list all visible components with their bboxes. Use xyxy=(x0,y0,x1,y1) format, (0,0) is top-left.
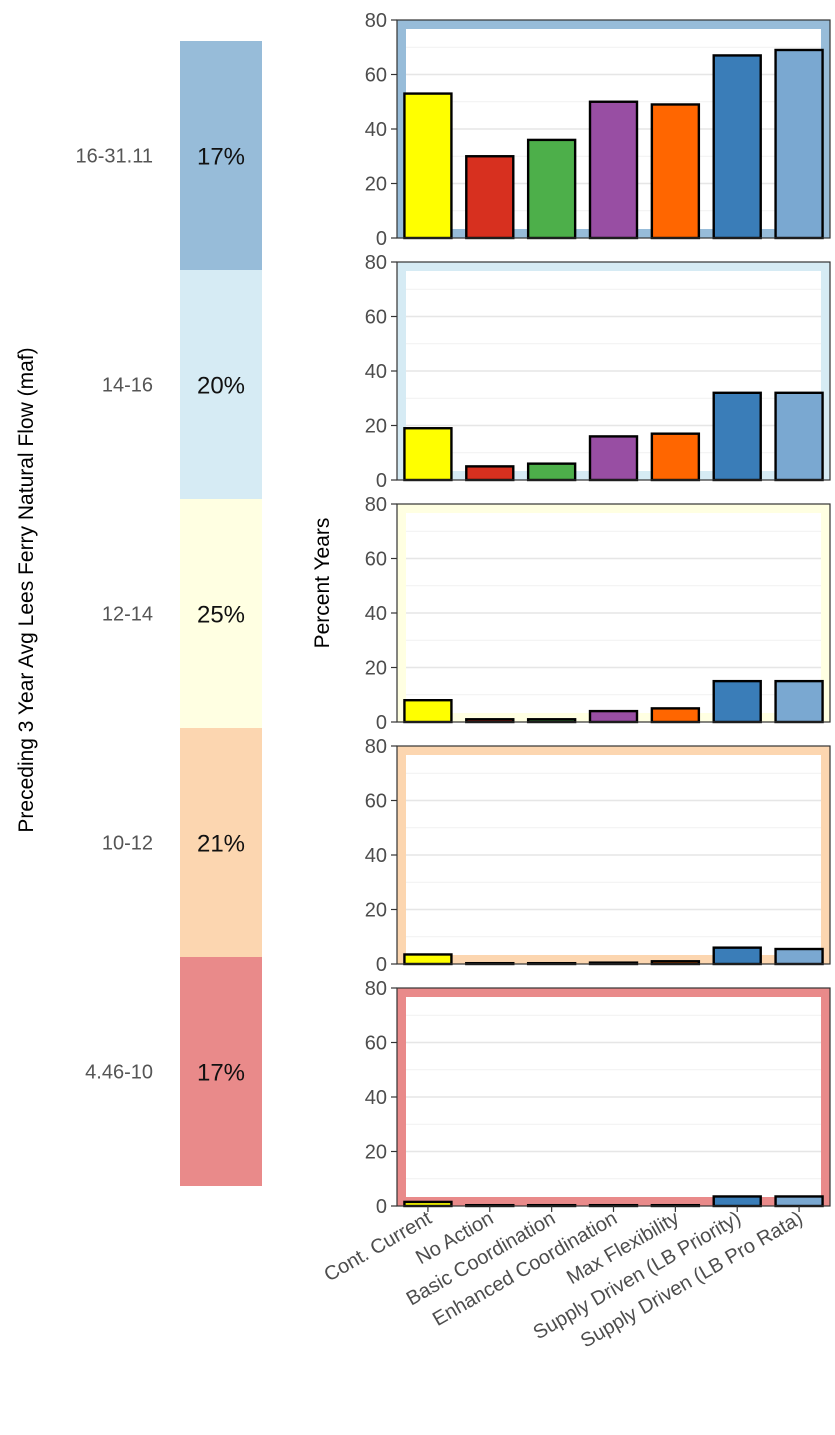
strip-share-label: 20% xyxy=(197,373,245,400)
bar xyxy=(588,435,639,482)
y-tick-label: 0 xyxy=(376,470,387,492)
bar xyxy=(774,391,824,482)
bar xyxy=(403,427,453,482)
bar xyxy=(465,465,515,482)
panel: 0 20 40 60 80 xyxy=(365,978,831,1218)
bar xyxy=(526,462,577,482)
strip-share-label: 21% xyxy=(197,831,245,858)
y-tick-label: 80 xyxy=(365,736,387,758)
bar xyxy=(403,92,453,240)
strip-band xyxy=(180,957,262,1186)
y-tick-label: 20 xyxy=(365,416,387,438)
bar xyxy=(712,679,762,724)
bar xyxy=(588,100,639,240)
bar xyxy=(774,1195,824,1208)
panel: 0 20 40 60 80 xyxy=(365,10,831,250)
y-tick-label: 60 xyxy=(365,65,387,87)
bar xyxy=(774,947,824,966)
y-tick-label: 40 xyxy=(365,1087,387,1109)
panels: 0204060800204060800204060800204060800204… xyxy=(365,10,831,1218)
y-tick-label: 80 xyxy=(365,252,387,274)
strip-range-label: 4.46-10 xyxy=(85,1062,153,1084)
bar xyxy=(650,707,701,724)
bar xyxy=(526,138,577,240)
y-tick-label: 40 xyxy=(365,603,387,625)
bar xyxy=(774,48,824,240)
flow-category-strip: 16-31.11 17% 14-16 20% 12-14 25% 10-12 21% 4.46-… xyxy=(76,41,262,1186)
y-tick-label: 0 xyxy=(376,228,387,250)
y-tick-label: 0 xyxy=(376,1196,387,1218)
bar xyxy=(403,1200,453,1208)
bar xyxy=(403,953,453,966)
bar xyxy=(588,709,639,724)
y-tick-label: 0 xyxy=(376,954,387,976)
strip-range-label: 12-14 xyxy=(102,604,153,626)
strip-band xyxy=(180,41,262,270)
strip-axis-title: Preceding 3 Year Avg Lees Ferry Natural … xyxy=(15,347,38,832)
strip-range-label: 14-16 xyxy=(102,375,153,397)
y-tick-label: 0 xyxy=(376,712,387,734)
y-tick-label: 40 xyxy=(365,845,387,867)
bar xyxy=(650,103,701,240)
strip-range-label: 16-31.11 xyxy=(76,146,153,168)
bar xyxy=(712,946,762,966)
y-tick-label: 60 xyxy=(365,307,387,329)
strip-range-label: 10-12 xyxy=(102,833,153,855)
strip-share-label: 25% xyxy=(197,602,245,629)
y-tick-label: 40 xyxy=(365,119,387,141)
panel: 0 20 40 60 80 xyxy=(365,252,831,492)
panel: 0 20 40 60 80 xyxy=(365,494,831,734)
bar xyxy=(712,391,762,482)
y-tick-label: 20 xyxy=(365,174,387,196)
strip-share-label: 17% xyxy=(197,1060,245,1087)
y-tick-label: 80 xyxy=(365,10,387,32)
bar xyxy=(650,432,701,482)
y-axis-title: Percent Years xyxy=(311,518,334,649)
y-tick-label: 60 xyxy=(365,791,387,813)
y-tick-label: 80 xyxy=(365,978,387,1000)
bar xyxy=(774,679,824,724)
panel: 0 20 40 60 80 xyxy=(365,736,831,976)
bar xyxy=(403,699,453,724)
y-tick-label: 80 xyxy=(365,494,387,516)
bar xyxy=(465,155,515,240)
bar xyxy=(712,54,762,240)
bar xyxy=(712,1195,762,1208)
y-tick-label: 60 xyxy=(365,549,387,571)
y-tick-label: 60 xyxy=(365,1033,387,1055)
strip-band xyxy=(180,499,262,728)
strip-band xyxy=(180,728,262,957)
strip-share-label: 17% xyxy=(197,144,245,171)
y-tick-label: 20 xyxy=(365,1142,387,1164)
strip-band xyxy=(180,270,262,499)
y-tick-label: 20 xyxy=(365,900,387,922)
y-tick-label: 20 xyxy=(365,658,387,680)
y-tick-label: 40 xyxy=(365,361,387,383)
